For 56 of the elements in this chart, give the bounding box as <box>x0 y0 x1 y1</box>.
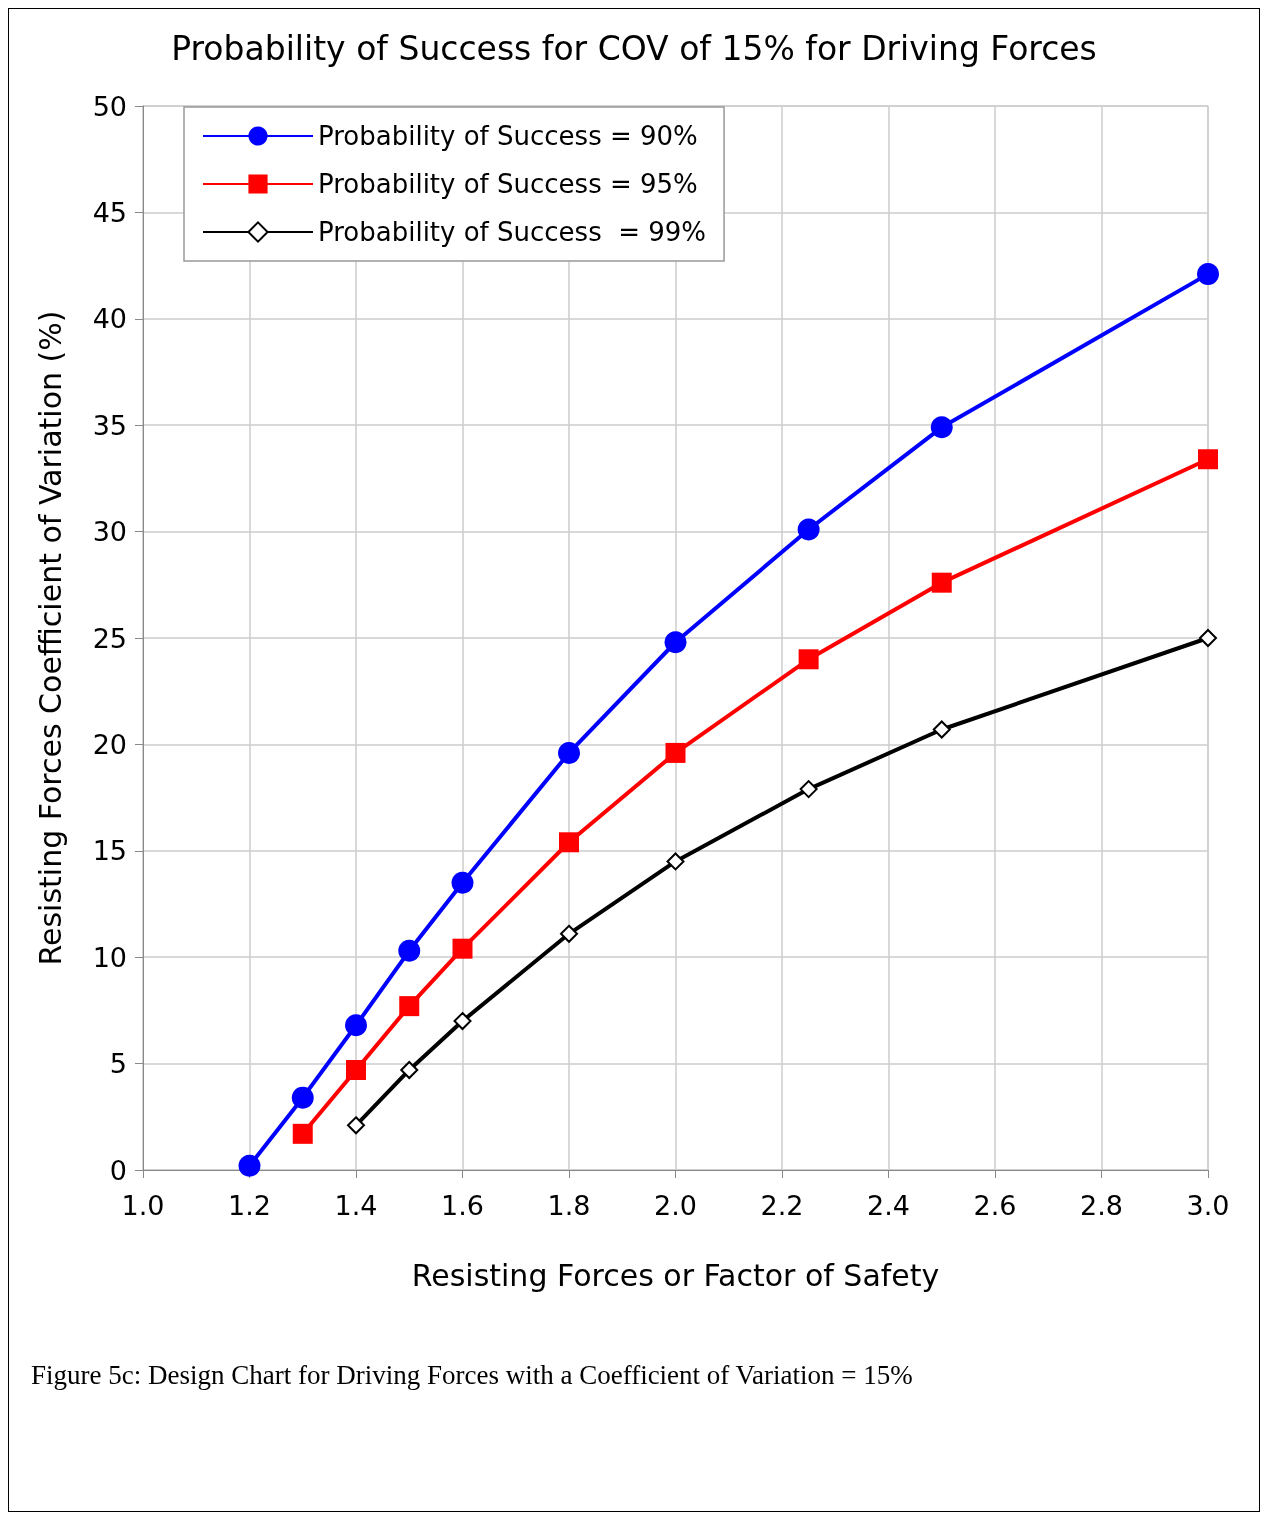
point <box>665 742 686 763</box>
point <box>559 832 579 853</box>
point <box>798 649 819 670</box>
x-tick-label: 1.2 <box>228 1190 271 1221</box>
y-tick-label: 20 <box>92 728 127 760</box>
x-axis-title: Resisting Forces or Factor of Safety <box>411 1257 940 1293</box>
x-tick-label: 1.6 <box>441 1190 484 1221</box>
point <box>345 1014 367 1037</box>
x-tick-label: 1.4 <box>334 1190 378 1221</box>
point <box>346 1059 366 1080</box>
point <box>560 924 578 943</box>
point <box>666 852 685 871</box>
point <box>797 518 820 541</box>
point <box>400 1060 419 1079</box>
y-tick-label: 10 <box>92 941 127 973</box>
point <box>930 416 953 439</box>
caption: Figure 5c: Design Chart for Driving Forces with a Coefficient of Variation = 15% <box>31 1359 913 1390</box>
point <box>238 1154 261 1177</box>
legend-label: Probability of Success = 99% <box>318 217 707 247</box>
point <box>398 939 421 962</box>
y-tick-label: 40 <box>92 303 127 335</box>
point <box>291 1086 314 1109</box>
y-tick-label: 45 <box>92 196 127 228</box>
point <box>347 1116 365 1135</box>
point <box>799 780 818 799</box>
y-tick-label: 25 <box>92 622 127 654</box>
point <box>292 1123 313 1144</box>
point <box>453 1012 472 1031</box>
point <box>931 572 952 593</box>
point <box>932 720 951 739</box>
y-tick-label: 0 <box>109 1154 127 1186</box>
x-tick-label: 3.0 <box>1186 1190 1230 1221</box>
point <box>1198 449 1218 470</box>
x-tick-label: 2.2 <box>760 1190 804 1221</box>
x-tick-label: 2.0 <box>654 1190 697 1221</box>
x-tick-label: 2.6 <box>973 1190 1017 1221</box>
point <box>452 938 473 959</box>
point <box>399 996 420 1017</box>
y-tick-label: 5 <box>109 1048 127 1080</box>
point <box>558 741 580 764</box>
legend-label: Probability of Success = 90% <box>318 121 698 151</box>
chart-title: Probability of Success for COV of 15% for Driving Forces <box>171 29 1097 68</box>
point <box>664 631 687 654</box>
point <box>451 871 474 894</box>
point <box>1197 263 1219 286</box>
legend-label: Probability of Success = 95% <box>318 169 698 199</box>
x-tick-label: 1.8 <box>547 1190 591 1221</box>
y-tick-label: 50 <box>92 90 127 122</box>
y-tick-label: 30 <box>92 516 127 548</box>
y-tick-label: 35 <box>92 409 127 441</box>
y-axis-title: Resisting Forces Coefficient of Variation (%) <box>32 310 68 966</box>
x-tick-label: 2.4 <box>867 1190 910 1221</box>
y-tick-label: 15 <box>92 835 127 867</box>
x-tick-label: 2.8 <box>1080 1190 1123 1221</box>
point <box>1199 629 1217 647</box>
x-tick-label: 1.0 <box>121 1190 165 1221</box>
